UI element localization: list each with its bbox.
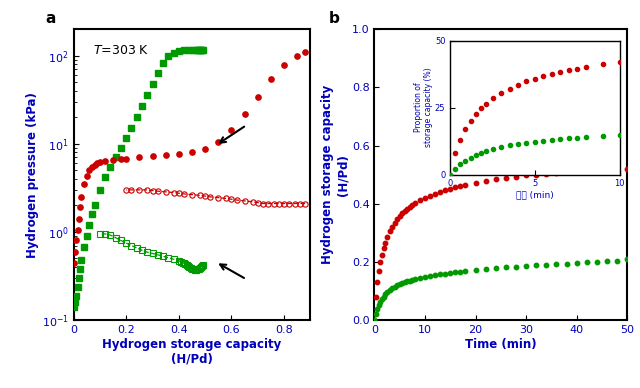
- Y-axis label: Hydrogen storage capacity
(H/Pd): Hydrogen storage capacity (H/Pd): [321, 85, 349, 264]
- Y-axis label: Hydrogen pressure (kPa): Hydrogen pressure (kPa): [26, 92, 39, 258]
- Text: $T$=303 K: $T$=303 K: [93, 43, 149, 57]
- X-axis label: Time (min): Time (min): [465, 338, 536, 351]
- X-axis label: Hydrogen storage capacity
(H/Pd): Hydrogen storage capacity (H/Pd): [102, 338, 282, 366]
- Text: b: b: [329, 11, 340, 26]
- Text: a: a: [45, 11, 56, 26]
